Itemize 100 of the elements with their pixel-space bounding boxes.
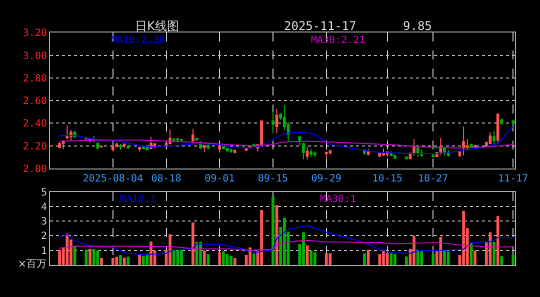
bar — [412, 236, 416, 265]
y-tick-label: 4 — [40, 202, 47, 213]
bar — [282, 218, 286, 265]
bar — [328, 253, 332, 265]
bar — [310, 250, 313, 265]
bar — [172, 250, 176, 265]
candlestick — [96, 142, 100, 150]
bar — [180, 250, 183, 265]
y-tick-label: 1 — [40, 246, 47, 257]
candlestick — [272, 111, 274, 134]
candlestick — [382, 148, 385, 156]
candlestick — [306, 146, 309, 160]
x-tick-label: 2025-08-04 — [82, 173, 143, 184]
bar — [390, 253, 393, 265]
bar — [233, 258, 236, 265]
text: MA10:2.38 — [111, 35, 166, 46]
bar — [272, 196, 274, 265]
bar — [432, 254, 434, 265]
candlestick — [310, 148, 313, 158]
candlestick — [138, 146, 141, 152]
annotation: 2025-11-17 — [284, 19, 356, 33]
x-tick-label: 09-29 — [311, 173, 342, 184]
line-series — [59, 224, 514, 256]
bar — [58, 250, 61, 265]
x-tick-label: 08-18 — [151, 173, 182, 184]
bar — [222, 251, 225, 265]
candlestick — [222, 145, 225, 150]
bar — [404, 256, 408, 265]
x-tick-label: 09-15 — [258, 173, 288, 184]
y-tick-label: 2.40 — [22, 118, 47, 130]
x-tick-label: 10-27 — [418, 173, 448, 184]
bar — [199, 242, 202, 265]
candlestick — [172, 138, 176, 143]
bar — [260, 210, 263, 265]
candlestick — [111, 145, 114, 152]
bar — [248, 247, 252, 265]
candlestick — [275, 108, 278, 134]
y-tick-label: 5 — [40, 187, 47, 198]
candlestick — [58, 142, 61, 149]
candlestick — [328, 149, 332, 155]
y-axis-title: ×百万 — [18, 259, 46, 270]
bar — [138, 255, 141, 265]
candlestick — [394, 154, 396, 160]
candlestick — [492, 130, 496, 146]
candlestick — [512, 119, 515, 125]
bar — [218, 252, 222, 265]
y-tick-label: 2.00 — [22, 164, 47, 175]
bar — [92, 249, 96, 265]
y-tick-label: 2.80 — [22, 73, 47, 84]
text: MA30:2.21 — [311, 35, 366, 46]
bar — [122, 258, 126, 265]
bar — [142, 256, 145, 265]
chart-title: 日K线图 — [135, 19, 179, 33]
bar — [470, 243, 473, 265]
candlestick — [119, 144, 122, 150]
x-tick-label: 11-17 — [498, 173, 528, 184]
candlestick — [202, 144, 206, 152]
bar — [100, 258, 103, 265]
text: MA10:1 — [120, 194, 156, 205]
candlestick — [218, 145, 222, 154]
candlestick — [298, 136, 302, 146]
candlestick — [122, 143, 126, 149]
bar — [394, 254, 396, 265]
candlestick — [462, 126, 465, 156]
candlestick — [66, 124, 69, 140]
y-tick-label: 3.00 — [22, 50, 47, 62]
y-tick-label: 2.20 — [22, 141, 47, 152]
bar — [382, 250, 385, 265]
bar — [492, 242, 496, 265]
annotation: 9.85 — [403, 19, 432, 33]
candlestick — [230, 148, 232, 154]
x-tick-label: 09-01 — [204, 173, 235, 184]
candlestick — [180, 138, 183, 142]
text: MA30:1 — [320, 194, 356, 205]
candlestick — [412, 138, 416, 156]
candlestick — [62, 140, 65, 150]
candlestick — [324, 150, 328, 159]
bar — [150, 242, 152, 265]
candlestick — [168, 128, 172, 146]
bar — [126, 256, 130, 265]
bar — [512, 255, 515, 265]
candlestick — [404, 156, 408, 160]
y-tick-label: 3 — [40, 216, 47, 228]
candlestick — [366, 148, 370, 156]
candlestick — [363, 148, 366, 156]
candlestick — [302, 142, 305, 160]
bar — [324, 253, 328, 265]
bar — [302, 232, 305, 265]
bar — [313, 252, 316, 265]
bar — [88, 248, 92, 265]
candlestick — [115, 142, 118, 148]
candlestick — [100, 145, 103, 148]
candlestick — [416, 146, 420, 158]
candlestick — [313, 150, 316, 158]
bar — [202, 250, 206, 265]
candlestick — [496, 114, 500, 145]
candlestick — [70, 129, 72, 142]
y-tick-label: 2 — [40, 231, 47, 242]
candlestick — [192, 128, 194, 146]
bar — [111, 258, 114, 265]
